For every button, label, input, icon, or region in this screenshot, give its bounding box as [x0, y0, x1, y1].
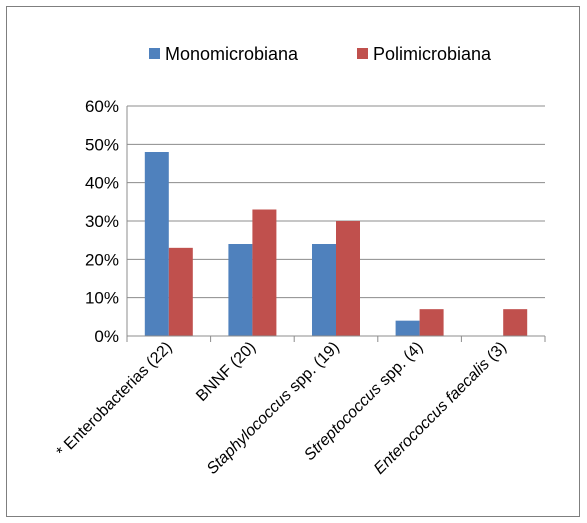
x-tick-label: BNNF (20) — [193, 339, 259, 405]
bar-monomicrobiana-3 — [395, 320, 420, 336]
y-tick-labels: 0% 10% 20% 30% 40% 50% 60% — [85, 97, 119, 346]
bars — [144, 152, 528, 336]
x-tick-label: * Enterobacterias (22) — [54, 339, 176, 461]
y-tick-label: 50% — [85, 135, 119, 154]
chart-frame — [6, 6, 580, 517]
axes — [126, 106, 546, 342]
y-tick-label: 40% — [85, 174, 119, 193]
bar-polimicrobiana-0 — [168, 247, 193, 336]
legend: Monomicrobiana Polimicrobiana — [149, 44, 492, 64]
bar-monomicrobiana-2 — [312, 244, 336, 336]
bar-polimicrobiana-2 — [336, 221, 360, 336]
y-tick-label: 0% — [94, 327, 119, 346]
y-tick-label: 60% — [85, 97, 119, 116]
legend-label: Monomicrobiana — [165, 44, 299, 64]
legend-swatch — [149, 48, 160, 59]
bar-polimicrobiana-4 — [503, 309, 528, 336]
gridlines — [127, 105, 545, 299]
x-tick-label: Staphylococcus spp. (19) — [204, 339, 343, 478]
y-tick-label: 30% — [85, 212, 119, 231]
bar-monomicrobiana-1 — [228, 244, 253, 336]
x-tick-labels: * Enterobacterias (22) BNNF (20)Staphyloc… — [54, 339, 510, 478]
y-tick-label: 10% — [85, 289, 119, 308]
bar-polimicrobiana-1 — [252, 209, 277, 336]
y-tick-label: 20% — [85, 250, 119, 269]
legend-swatch — [357, 48, 368, 59]
x-tick-label: Enterococcus faecalis (3) — [371, 339, 510, 478]
bar-monomicrobiana-0 — [144, 152, 169, 336]
bar-polimicrobiana-3 — [419, 309, 444, 336]
legend-label: Polimicrobiana — [373, 44, 492, 64]
